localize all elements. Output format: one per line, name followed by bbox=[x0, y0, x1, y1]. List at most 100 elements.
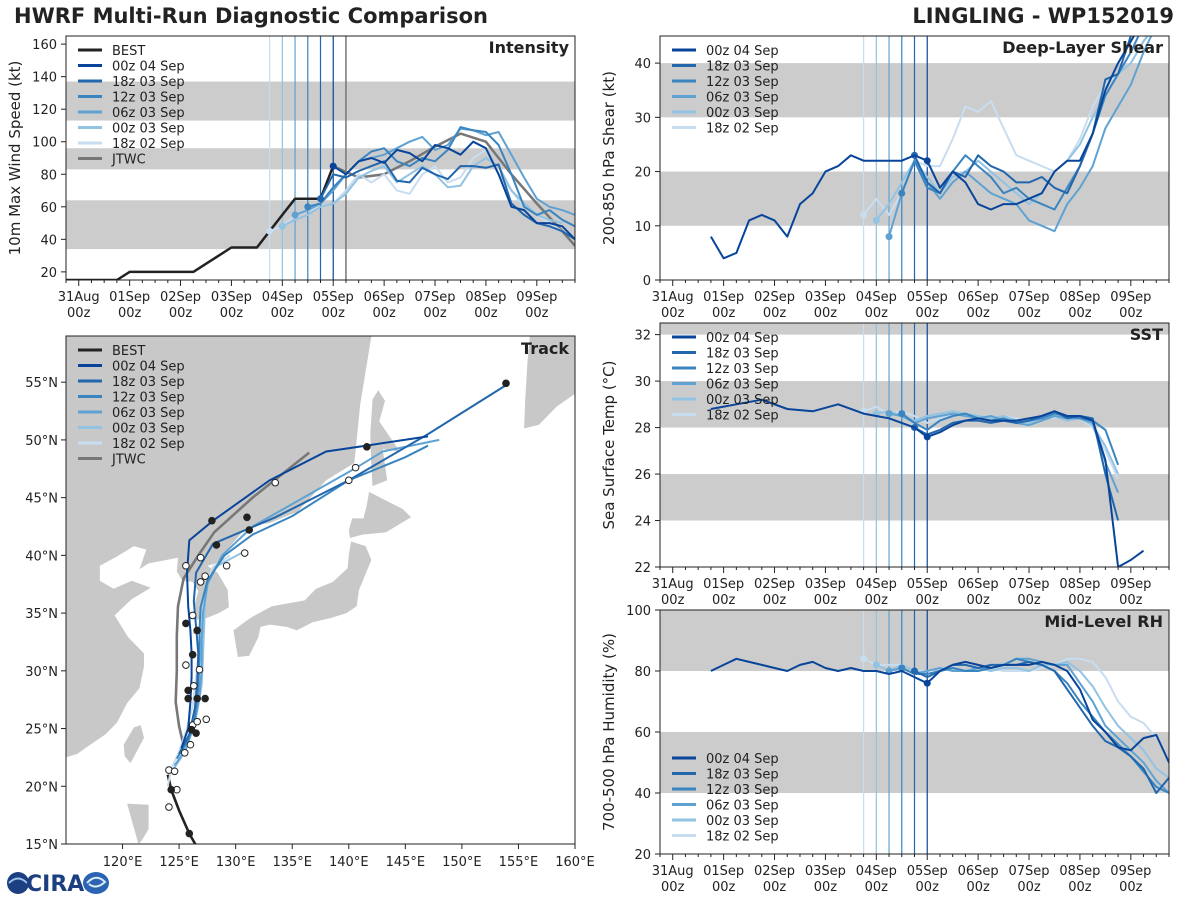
track-xtick-label: 135°E bbox=[272, 855, 312, 870]
intensity-init-point bbox=[278, 222, 286, 230]
intensity-xtick-hour: 00z bbox=[525, 306, 549, 321]
track-open-marker bbox=[201, 572, 209, 580]
sst-xtick-hour: 00z bbox=[916, 593, 940, 608]
sst-xtick-hour: 00z bbox=[1068, 593, 1092, 608]
sst-series-line bbox=[710, 398, 1145, 567]
rh-xtick-hour: 00z bbox=[916, 880, 940, 895]
shear-xtick-hour: 00z bbox=[966, 306, 990, 321]
track-open-marker bbox=[240, 549, 249, 557]
shear-ytick-label: 40 bbox=[634, 57, 651, 72]
shear-xtick-day: 31Aug bbox=[652, 290, 694, 305]
sst-xtick-hour: 00z bbox=[1017, 593, 1041, 608]
rh-xtick-hour: 00z bbox=[712, 880, 736, 895]
shear-ytick-label: 0 bbox=[643, 274, 651, 289]
track-ytick-label: 55°N bbox=[25, 376, 58, 391]
rh-xtick-hour: 00z bbox=[1017, 880, 1041, 895]
track-filled-marker bbox=[201, 694, 209, 703]
rh-ytick-label: 80 bbox=[634, 665, 651, 680]
sst-xtick-hour: 00z bbox=[865, 593, 889, 608]
rh-init-point bbox=[911, 667, 918, 675]
track-xtick-label: 145°E bbox=[386, 855, 426, 870]
rh-xtick-hour: 00z bbox=[1119, 880, 1143, 895]
sst-xtick-day: 06Sep bbox=[958, 577, 999, 592]
shear-legend-label: 06z 03 Sep bbox=[706, 91, 779, 106]
intensity-legend-label: 18z 03 Sep bbox=[112, 75, 185, 90]
track-filled-marker bbox=[193, 694, 202, 703]
shear-xtick-hour: 00z bbox=[1068, 306, 1092, 321]
shear-xtick-day: 07Sep bbox=[1009, 290, 1050, 305]
shear-init-point bbox=[860, 211, 868, 219]
track-legend-label: 00z 03 Sep bbox=[112, 422, 185, 437]
shear-init-point bbox=[923, 157, 931, 165]
sst-xtick-day: 03Sep bbox=[805, 577, 846, 592]
track-legend-label: BEST bbox=[112, 344, 145, 359]
shear-xtick-hour: 00z bbox=[661, 306, 685, 321]
intensity-init-point bbox=[291, 211, 299, 219]
land-kamchatka bbox=[524, 336, 575, 429]
sst-ytick-label: 24 bbox=[634, 515, 651, 530]
track-legend-label: 18z 03 Sep bbox=[112, 375, 185, 390]
track-legend-label: 00z 04 Sep bbox=[112, 360, 185, 375]
sst-xtick-day: 09Sep bbox=[1110, 577, 1151, 592]
track-open-marker bbox=[170, 767, 179, 776]
shear-legend-label: 00z 04 Sep bbox=[706, 44, 779, 59]
track-open-marker bbox=[195, 665, 204, 674]
track-filled-marker bbox=[245, 526, 254, 534]
shear-xtick-day: 03Sep bbox=[805, 290, 846, 305]
storm-title: LINGLING - WP152019 bbox=[912, 4, 1174, 28]
sst-xtick-day: 31Aug bbox=[652, 577, 694, 592]
shear-xtick-hour: 00z bbox=[1119, 306, 1143, 321]
rh-xtick-hour: 00z bbox=[814, 880, 838, 895]
intensity-series-line bbox=[319, 160, 575, 241]
sst-xtick-day: 07Sep bbox=[1009, 577, 1050, 592]
rh-legend-label: 00z 04 Sep bbox=[706, 752, 779, 767]
sst-legend-label: 00z 03 Sep bbox=[706, 393, 779, 408]
shear-series-line bbox=[710, 36, 1136, 260]
sst-xtick-day: 02Sep bbox=[754, 577, 795, 592]
cira-globe-icon bbox=[7, 872, 29, 894]
track-xtick-label: 120°E bbox=[103, 855, 143, 870]
shear-xtick-hour: 00z bbox=[865, 306, 889, 321]
intensity-series-line bbox=[332, 140, 575, 241]
intensity-xtick-hour: 00z bbox=[271, 306, 295, 321]
sst-title: SST bbox=[1130, 325, 1163, 344]
rh-xtick-hour: 00z bbox=[763, 880, 787, 895]
sst-legend-label: 12z 03 Sep bbox=[706, 362, 779, 377]
sst-init-point bbox=[898, 410, 906, 418]
sst-ytick-label: 28 bbox=[634, 422, 651, 437]
track-series-line bbox=[174, 451, 311, 747]
track-series-line bbox=[175, 444, 429, 760]
intensity-xtick-day: 04Sep bbox=[262, 290, 303, 305]
shear-init-point bbox=[898, 189, 906, 197]
rh-init-point bbox=[872, 661, 880, 669]
land-luzon bbox=[127, 803, 149, 844]
swirl-icon bbox=[83, 872, 109, 894]
rh-plot-area bbox=[660, 610, 1169, 854]
sst-legend-label: 06z 03 Sep bbox=[706, 378, 779, 393]
cira-logo-text: CIRA bbox=[26, 872, 84, 897]
intensity-xtick-hour: 00z bbox=[372, 306, 396, 321]
intensity-init-point bbox=[304, 203, 312, 211]
intensity-xtick-hour: 00z bbox=[423, 306, 447, 321]
sst-plot-area bbox=[660, 323, 1169, 567]
shear-xtick-day: 01Sep bbox=[703, 290, 744, 305]
track-filled-marker bbox=[184, 694, 192, 703]
sst-legend-label: 18z 02 Sep bbox=[706, 409, 779, 424]
track-ytick-label: 45°N bbox=[25, 492, 58, 507]
track-open-marker bbox=[271, 478, 280, 487]
shear-xtick-hour: 00z bbox=[763, 306, 787, 321]
intensity-xtick-day: 05Sep bbox=[313, 290, 354, 305]
track-filled-marker bbox=[193, 626, 202, 635]
track-open-marker bbox=[182, 661, 190, 669]
track-ytick-label: 35°N bbox=[25, 607, 58, 622]
sst-ytick-label: 26 bbox=[634, 468, 651, 483]
rh-title: Mid-Level RH bbox=[1044, 612, 1163, 631]
track-xtick-label: 155°E bbox=[499, 855, 539, 870]
shear-xtick-hour: 00z bbox=[712, 306, 736, 321]
track-legend-label: 12z 03 Sep bbox=[112, 391, 185, 406]
sst-xtick-day: 08Sep bbox=[1059, 577, 1100, 592]
track-filled-marker bbox=[198, 852, 205, 859]
shear-ytick-label: 30 bbox=[634, 111, 651, 126]
sst-init-point bbox=[885, 410, 893, 418]
intensity-xtick-day: 31Aug bbox=[58, 290, 100, 305]
